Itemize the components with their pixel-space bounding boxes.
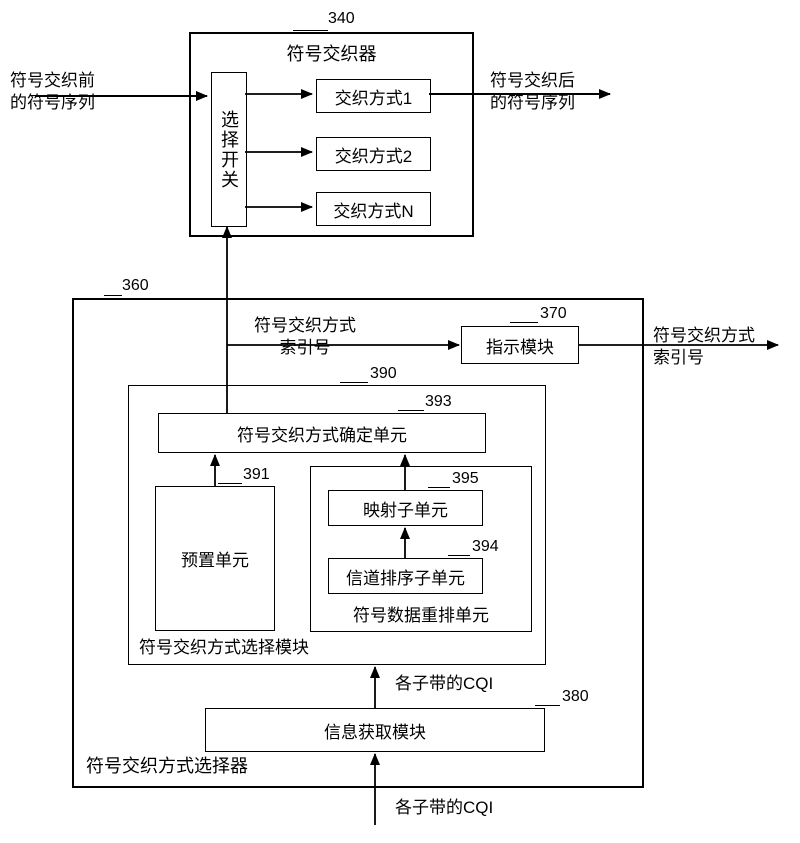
num-395: 395 <box>452 470 479 488</box>
leader-380 <box>535 705 560 706</box>
switch-label: 选择开关 <box>216 110 242 190</box>
indicator-box: 指示模块 <box>461 326 579 364</box>
top-in-label: 符号交织前 的符号序列 <box>10 70 140 114</box>
interleaver-box: 符号交织器 选择开关 交织方式1 交织方式2 交织方式N <box>189 32 474 237</box>
map-box: 映射子单元 <box>328 490 483 526</box>
cqi-outer: 各子带的CQI <box>395 797 493 819</box>
mode-n: 交织方式N <box>316 192 431 226</box>
indicator-out-label: 符号交织方式 索引号 <box>653 325 793 369</box>
preset-box: 预置单元 <box>155 486 275 631</box>
leader-370 <box>510 322 538 323</box>
leader-340 <box>293 30 328 31</box>
index-label: 符号交织方式 索引号 <box>235 315 375 359</box>
mode-2: 交织方式2 <box>316 137 431 171</box>
interleaver-title: 符号交织器 <box>191 40 472 66</box>
num-380: 380 <box>562 688 589 706</box>
mode-1: 交织方式1 <box>316 79 431 113</box>
info-module-box: 信息获取模块 <box>205 708 545 752</box>
reorder-title: 符号数据重排单元 <box>311 601 531 626</box>
selector-title: 符号交织方式选择器 <box>86 752 248 778</box>
top-out-label: 符号交织后 的符号序列 <box>490 70 630 114</box>
num-370: 370 <box>540 305 567 323</box>
leader-395 <box>428 487 450 488</box>
leader-360 <box>104 295 122 296</box>
determine-box: 符号交织方式确定单元 <box>158 413 486 453</box>
select-module-title: 符号交织方式选择模块 <box>139 633 309 658</box>
leader-391 <box>218 483 242 484</box>
num-393: 393 <box>425 393 452 411</box>
sort-box: 信道排序子单元 <box>328 558 483 594</box>
leader-390 <box>340 382 368 383</box>
num-340: 340 <box>328 10 355 28</box>
leader-394 <box>448 555 470 556</box>
cqi-inner: 各子带的CQI <box>395 673 493 695</box>
num-391: 391 <box>243 466 270 484</box>
switch-box: 选择开关 <box>211 72 247 227</box>
num-394: 394 <box>472 538 499 556</box>
leader-393 <box>398 410 424 411</box>
num-390: 390 <box>370 365 397 383</box>
num-360: 360 <box>122 277 149 295</box>
